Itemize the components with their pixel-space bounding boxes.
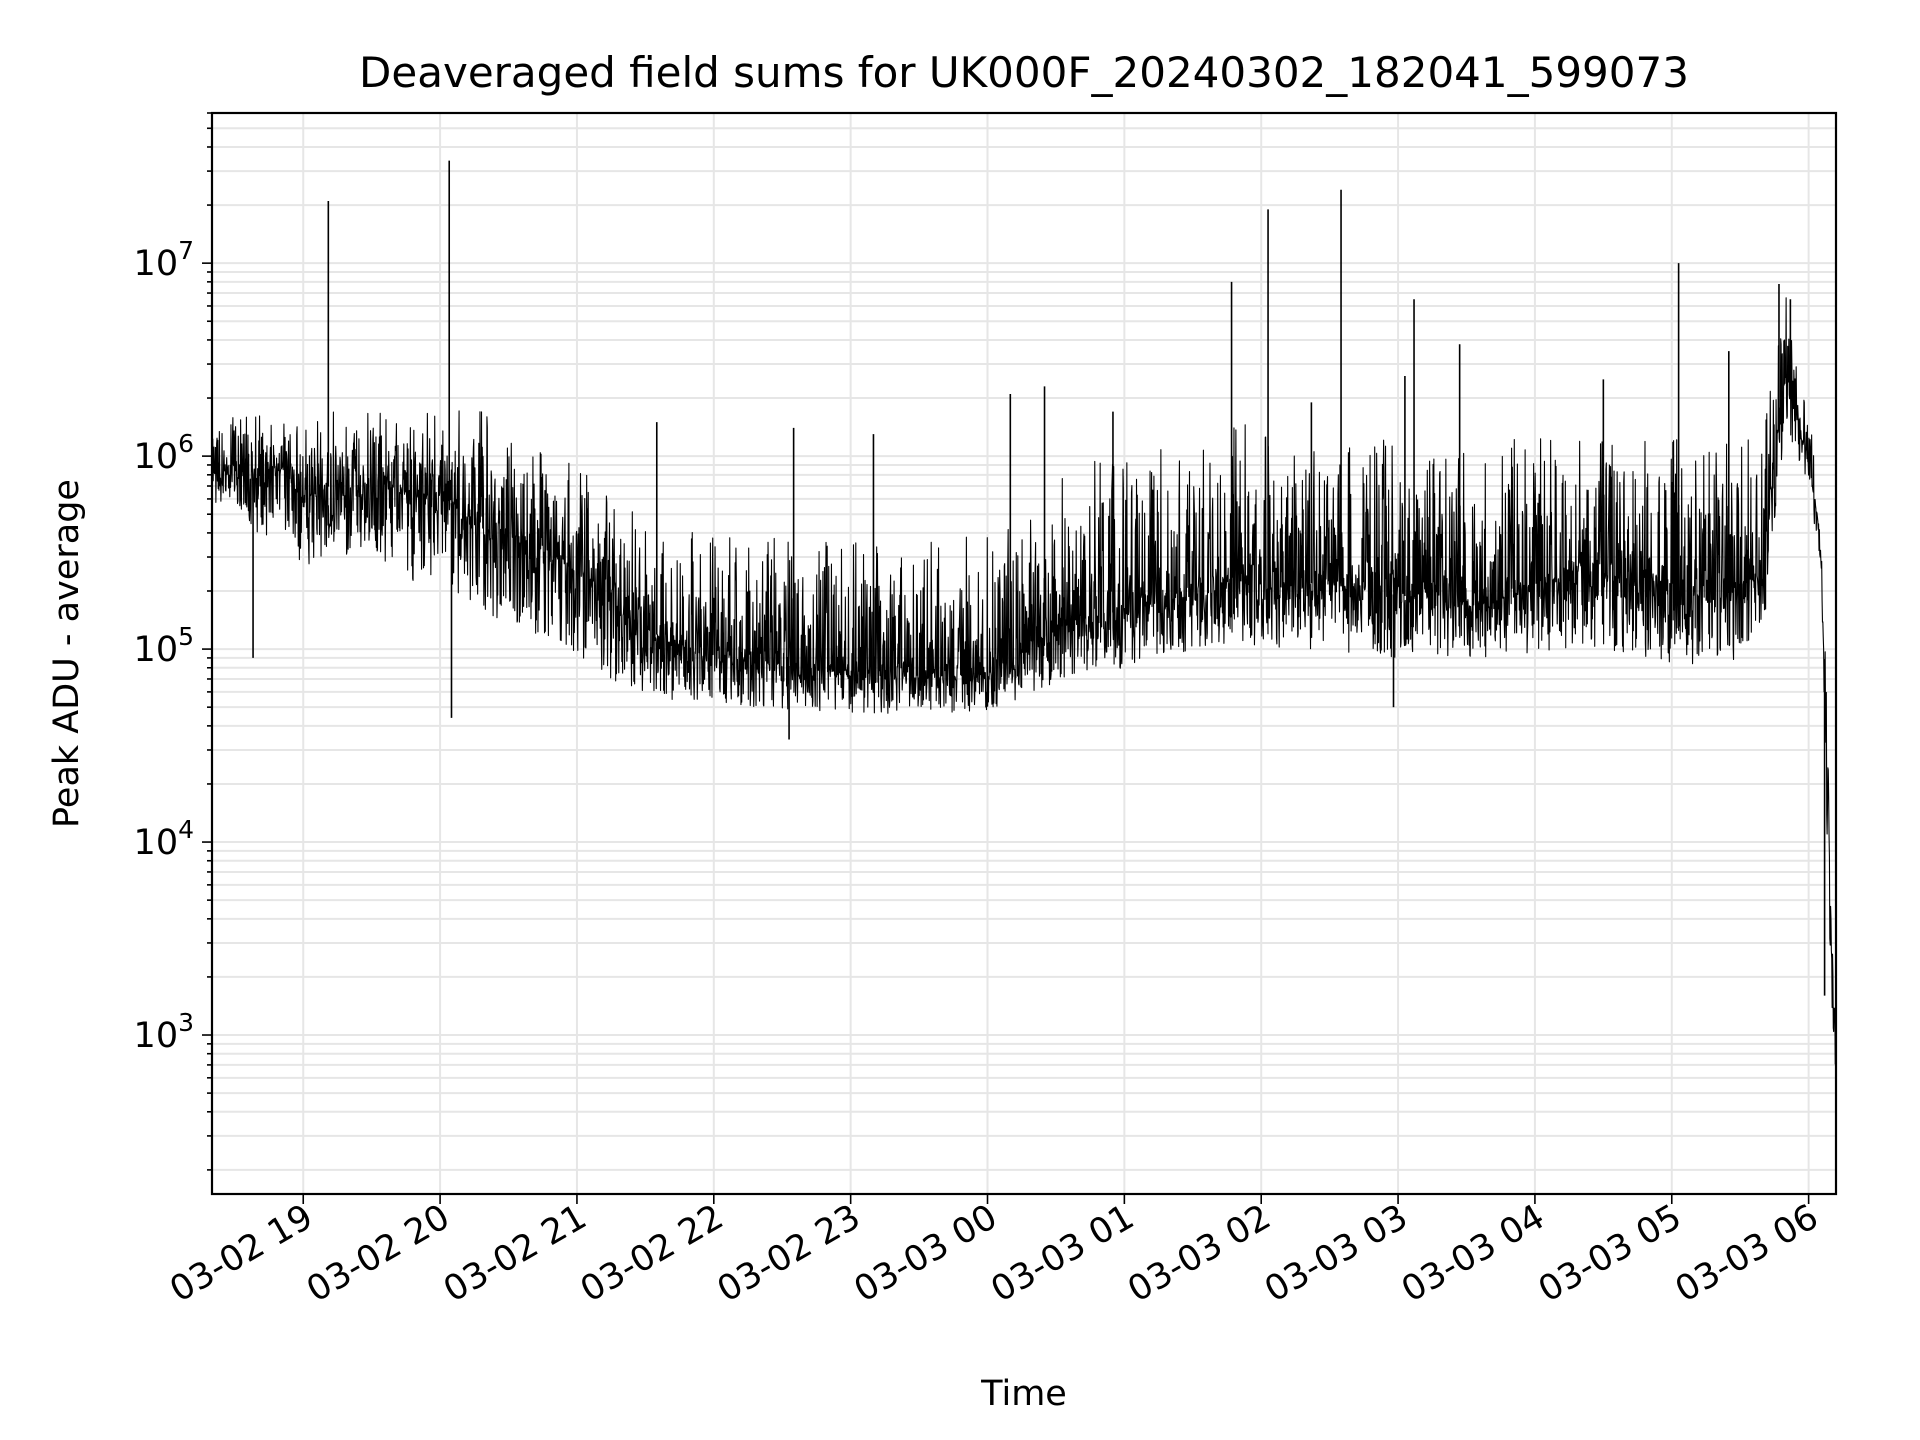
y-tick-label: 106 xyxy=(134,429,194,477)
y-axis-label: Peak ADU - average xyxy=(47,479,87,828)
y-tick-label: 107 xyxy=(134,236,194,284)
y-tick-label: 103 xyxy=(134,1008,194,1056)
chart-title: Deaveraged field sums for UK000F_2024030… xyxy=(359,48,1689,97)
series-line xyxy=(211,297,1837,1065)
grid-lines xyxy=(212,112,1836,1194)
plot-frame xyxy=(210,111,1838,1196)
data-series xyxy=(211,160,1837,1065)
x-axis-label: Time xyxy=(980,1374,1067,1414)
y-tick-label: 105 xyxy=(134,622,194,670)
axis-ticks xyxy=(202,112,1810,1204)
y-tick-label: 104 xyxy=(134,815,194,863)
